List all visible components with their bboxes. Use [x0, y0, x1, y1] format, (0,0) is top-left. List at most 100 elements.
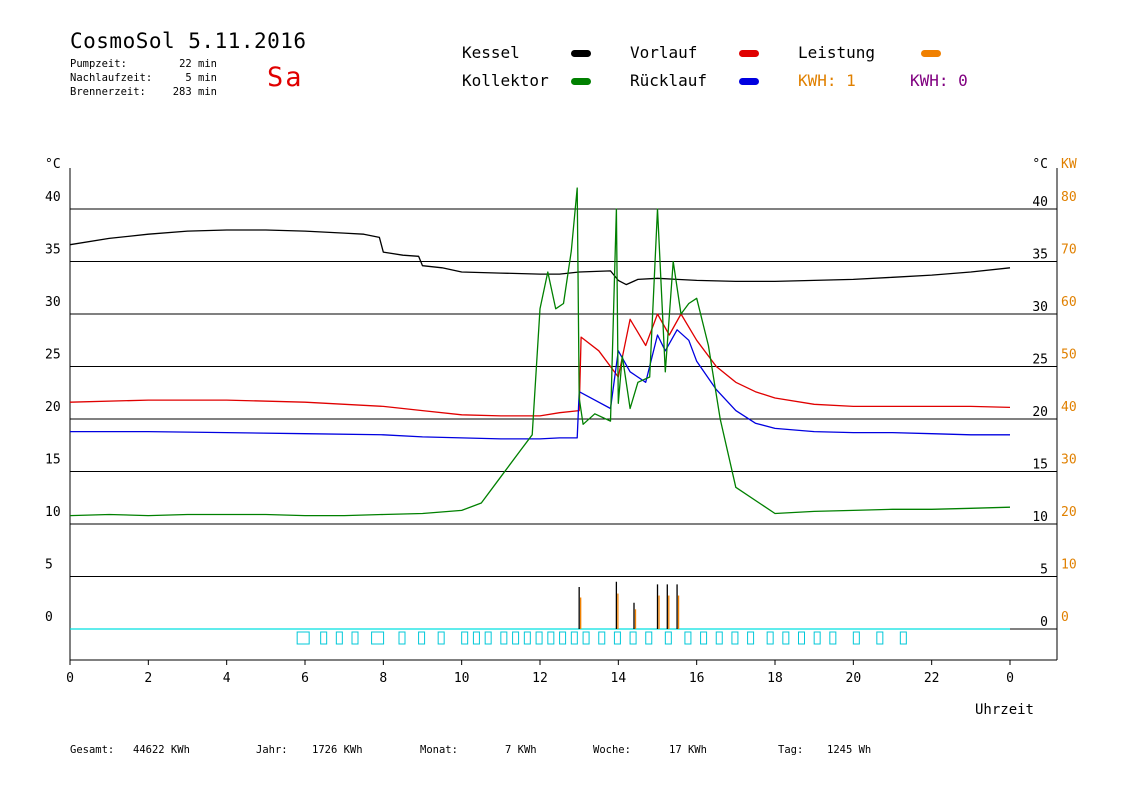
pump-marker	[296, 631, 310, 645]
legend-kwh1-label: KWH: 1	[798, 71, 856, 90]
brennerzeit-value: 283 min	[172, 86, 217, 98]
y-tick-label-right: 25	[1032, 353, 1048, 368]
x-tick-label: 4	[223, 671, 231, 686]
footer-woche-label: Woche:	[593, 744, 631, 756]
legend-leistung-swatch	[921, 50, 941, 57]
legend-vorlauf-swatch	[739, 50, 759, 57]
pump-marker	[570, 631, 578, 645]
x-tick-label: 20	[846, 671, 862, 686]
footer-monat-value: 7 KWh	[505, 744, 537, 756]
y-tick-label-left: 40	[45, 190, 61, 205]
legend-leistung-label: Leistung	[798, 43, 876, 62]
y-tick-label-right: 30	[1032, 300, 1048, 315]
y-tick-label-power: 40	[1061, 400, 1077, 415]
pump-marker	[813, 631, 821, 645]
y-tick-label-left: 10	[45, 505, 61, 520]
nachlaufzeit-value: 5 min	[185, 72, 217, 84]
y-tick-label-power: 30	[1061, 453, 1077, 468]
pump-marker	[876, 631, 884, 645]
legend-vorlauf-label: Vorlauf	[630, 43, 698, 62]
y-tick-label-power: 60	[1061, 295, 1077, 310]
footer-gesamt-label: Gesamt:	[70, 744, 115, 756]
pump-marker	[351, 631, 359, 645]
x-axis-title: Uhrzeit	[975, 702, 1034, 718]
y-tick-label-power: 20	[1061, 505, 1077, 520]
y-tick-label-power: 80	[1061, 190, 1077, 205]
brennerzeit-label: Brennerzeit:	[70, 86, 146, 98]
pump-marker	[472, 631, 480, 645]
pump-marker	[547, 631, 555, 645]
footer-gesamt-value: 44622 KWh	[133, 744, 190, 756]
x-tick-label: 12	[532, 671, 548, 686]
pump-marker	[484, 631, 492, 645]
pump-marker	[684, 631, 692, 645]
y-tick-label-right: 5	[1040, 563, 1048, 578]
pumpzeit-label: Pumpzeit:	[70, 58, 127, 70]
legend-ruecklauf-label: Rücklauf	[630, 71, 708, 90]
pump-marker	[613, 631, 621, 645]
pump-marker	[782, 631, 790, 645]
pump-marker	[559, 631, 567, 645]
y-tick-label-left: 25	[45, 348, 61, 363]
y-tick-label-power: 0	[1061, 610, 1069, 625]
y-tick-label-left: 35	[45, 243, 61, 258]
y-tick-label-power: 70	[1061, 243, 1077, 258]
legend-kollektor-swatch	[571, 78, 591, 85]
y-tick-label-left: 15	[45, 453, 61, 468]
x-tick-label: 16	[689, 671, 705, 686]
nachlaufzeit-label: Nachlaufzeit:	[70, 72, 153, 84]
pump-marker	[523, 631, 531, 645]
pump-marker	[700, 631, 708, 645]
legend-kessel-label: Kessel	[462, 43, 520, 62]
legend-kollektor-label: Kollektor	[462, 71, 549, 90]
y-axis-unit-left: °C	[45, 157, 61, 172]
x-tick-label: 0	[66, 671, 74, 686]
series-line-rcklauf	[70, 329, 1010, 440]
pump-marker	[731, 631, 739, 645]
x-tick-label: 8	[379, 671, 387, 686]
y-tick-label-right: 40	[1032, 195, 1048, 210]
legend-ruecklauf-swatch	[739, 78, 759, 85]
weekday-label: Sa	[267, 62, 304, 93]
pump-marker	[582, 631, 590, 645]
pump-marker	[535, 631, 543, 645]
y-tick-label-left: 30	[45, 295, 61, 310]
y-axis-unit-power: KW	[1061, 157, 1077, 172]
pump-marker	[371, 631, 385, 645]
y-axis-unit-right: °C	[1032, 157, 1048, 172]
x-tick-label: 6	[301, 671, 309, 686]
pump-marker	[715, 631, 723, 645]
footer-woche-value: 17 KWh	[669, 744, 707, 756]
pump-marker	[766, 631, 774, 645]
series-line-kessel	[69, 229, 1011, 286]
pump-marker	[500, 631, 508, 645]
series-line-vorlauf	[69, 313, 1011, 417]
x-tick-label: 18	[767, 671, 783, 686]
y-tick-label-right: 20	[1032, 405, 1048, 420]
footer-monat-label: Monat:	[420, 744, 458, 756]
pump-marker	[418, 631, 426, 645]
y-tick-label-right: 0	[1040, 615, 1048, 630]
y-tick-label-left: 20	[45, 400, 61, 415]
pumpzeit-value: 22 min	[179, 58, 217, 70]
pump-marker	[398, 631, 406, 645]
x-tick-label: 0	[1006, 671, 1014, 686]
x-tick-label: 14	[611, 671, 627, 686]
y-tick-label-power: 50	[1061, 348, 1077, 363]
legend-kwh0-label: KWH: 0	[910, 71, 968, 90]
pump-marker	[899, 631, 907, 645]
pump-marker	[798, 631, 805, 645]
pump-marker	[852, 631, 860, 645]
pump-marker	[747, 631, 755, 645]
pump-marker	[645, 631, 653, 645]
pump-marker	[512, 631, 520, 645]
footer-jahr-label: Jahr:	[256, 744, 288, 756]
footer-tag-value: 1245 Wh	[827, 744, 872, 756]
y-tick-label-right: 10	[1032, 510, 1048, 525]
y-tick-label-right: 35	[1032, 248, 1048, 263]
pump-marker	[461, 631, 469, 645]
chart-title: CosmoSol 5.11.2016	[70, 29, 307, 53]
pump-marker	[829, 631, 837, 645]
footer-tag-label: Tag:	[778, 744, 804, 756]
